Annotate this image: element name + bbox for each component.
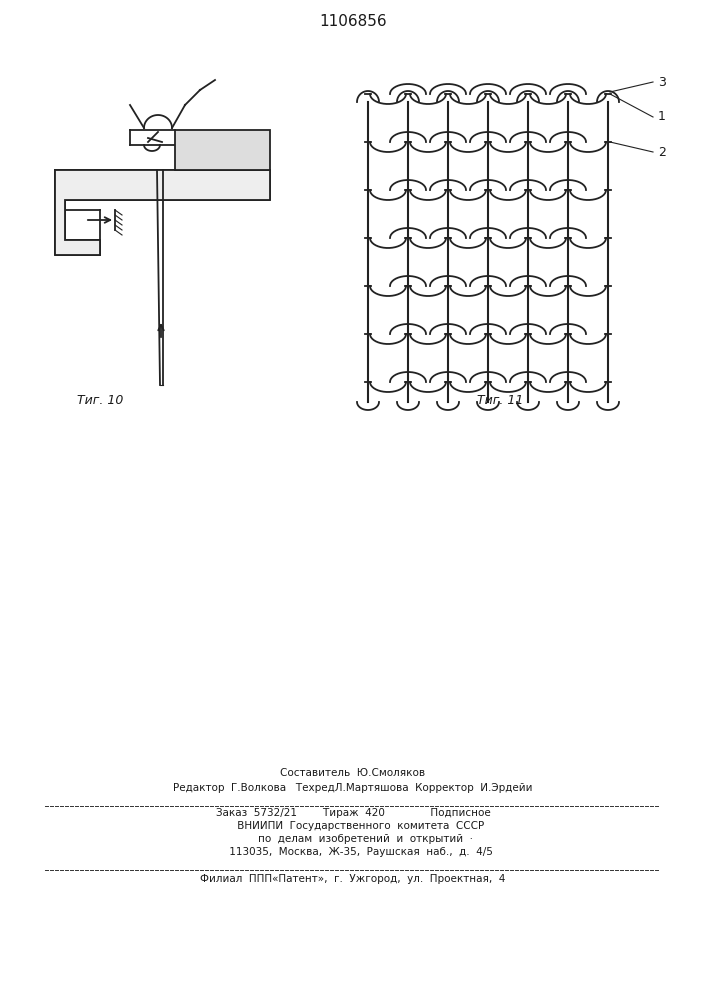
Text: Заказ  5732/21        Тираж  420              Подписное: Заказ 5732/21 Тираж 420 Подписное (216, 808, 491, 818)
Text: 3: 3 (658, 76, 666, 89)
Text: 2: 2 (658, 145, 666, 158)
Polygon shape (55, 170, 270, 255)
Text: 113035,  Москва,  Ж-35,  Раушская  наб.,  д.  4/5: 113035, Москва, Ж-35, Раушская наб., д. … (213, 847, 493, 857)
Text: Τиг. 10: Τиг. 10 (77, 393, 123, 406)
Text: 1106856: 1106856 (319, 14, 387, 29)
Text: 1: 1 (658, 110, 666, 123)
Text: по  делам  изобретений  и  открытий  ·: по делам изобретений и открытий · (233, 834, 474, 844)
Text: Τиг. 11: Τиг. 11 (477, 393, 523, 406)
Text: Филиал  ППП«Патент»,  г.  Ужгород,  ул.  Проектная,  4: Филиал ППП«Патент», г. Ужгород, ул. Прое… (200, 874, 506, 884)
Text: Редактор  Г.Волкова   ТехредЛ.Мартяшова  Корректор  И.Эрдейи: Редактор Г.Волкова ТехредЛ.Мартяшова Кор… (173, 783, 533, 793)
Polygon shape (175, 130, 270, 170)
Text: Составитель  Ю.Смоляков: Составитель Ю.Смоляков (281, 768, 426, 778)
Text: ВНИИПИ  Государственного  комитета  СССР: ВНИИПИ Государственного комитета СССР (221, 821, 484, 831)
